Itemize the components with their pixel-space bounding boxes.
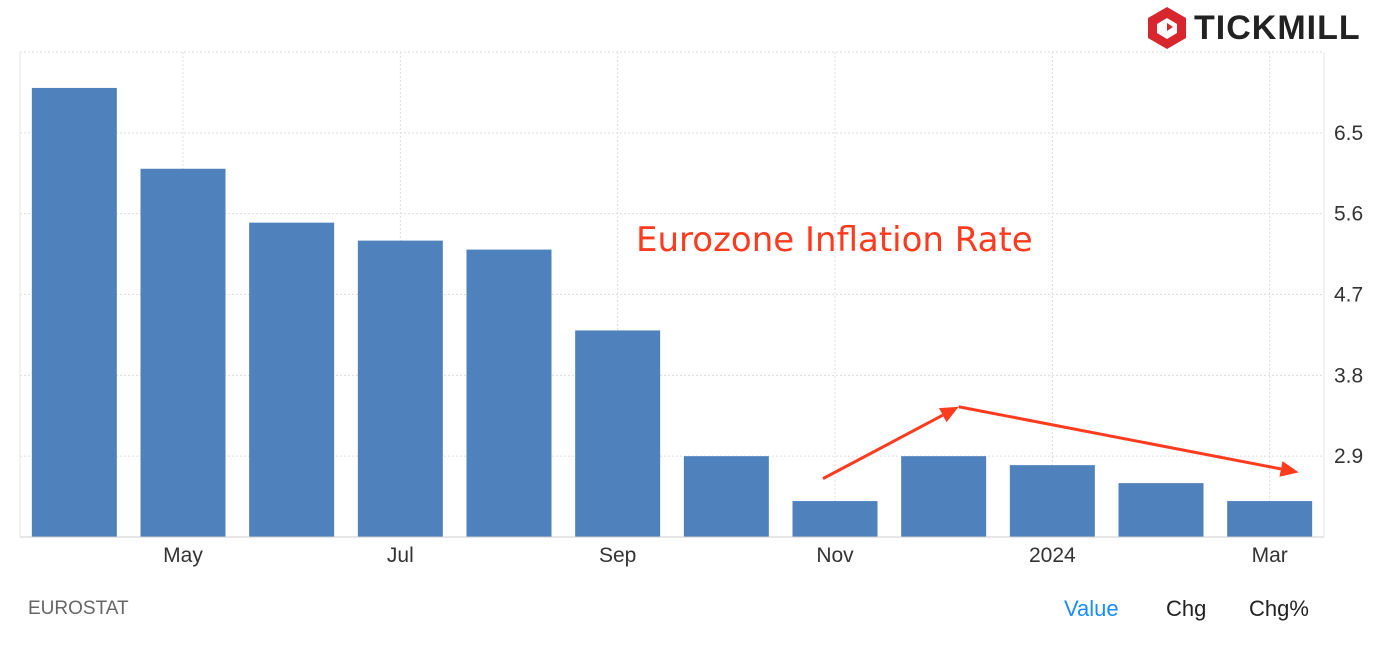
trend-arrow-head [1279,461,1299,477]
trend-arrow-head [939,406,959,423]
bar [1009,465,1095,537]
x-tick-labels: May Jul Sep Nov 2024 Mar [163,544,1288,567]
bar [901,456,987,537]
x-tick-label: Jul [387,544,414,567]
chart-title: Eurozone Inflation Rate [636,220,1033,260]
x-tick-label: Nov [816,544,854,567]
trend-arrow-shaft [822,413,944,480]
x-tick-label: Sep [599,544,636,567]
y-tick-label: 4.7 [1334,284,1363,307]
bar [466,249,552,537]
bars [31,87,1313,538]
y-tick-label: 6.5 [1334,122,1363,145]
bar [357,240,443,537]
x-tick-label: Mar [1252,544,1288,567]
trend-arrow-shaft [958,405,1282,471]
tickmill-logo-icon [1148,7,1186,49]
bar [1227,501,1313,537]
brand-logo: TICKMILL [1146,4,1361,52]
y-tick-label: 3.8 [1334,364,1363,387]
y-tick-label: 5.6 [1334,203,1363,226]
x-tick-label: May [163,544,203,567]
tab-chg[interactable]: Chg [1166,596,1207,621]
x-tick-label: 2024 [1029,544,1076,567]
bar [575,330,661,537]
data-source: EUROSTAT [28,598,129,619]
bar [792,501,878,537]
y-tick-labels: 2.9 3.8 4.7 5.6 6.5 [1334,122,1363,468]
y-tick-label: 2.9 [1334,445,1363,468]
trend-arrows [822,405,1299,480]
bar [140,168,226,537]
bar [249,222,335,538]
bar [683,456,769,537]
tab-chg-percent[interactable]: Chg% [1249,596,1309,621]
tab-value[interactable]: Value [1064,596,1119,621]
brand-name: TICKMILL [1194,8,1361,47]
bar [1118,483,1204,537]
bar [31,87,117,537]
